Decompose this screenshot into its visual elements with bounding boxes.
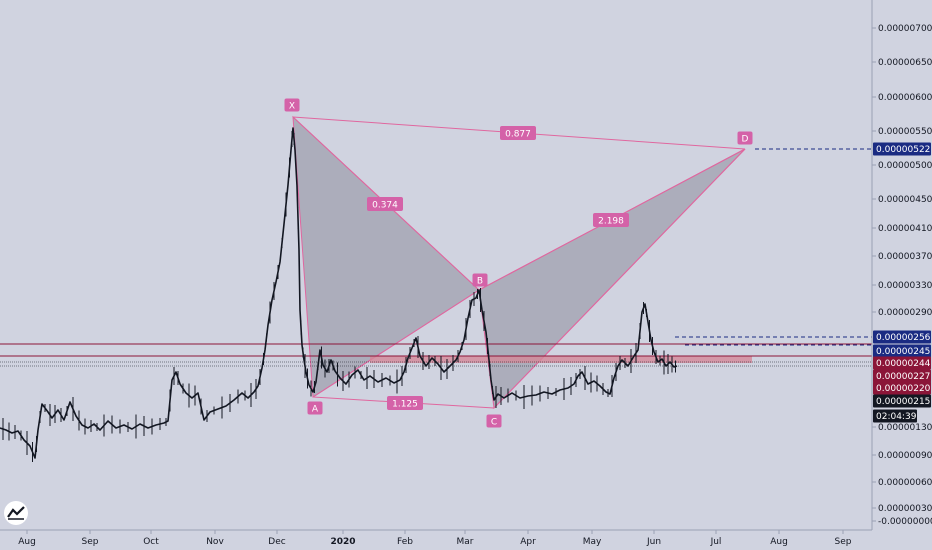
- price-badge-text: 0.00000215: [876, 397, 930, 407]
- price-badge-text: 0.00000227: [876, 372, 930, 382]
- price-series: [0, 127, 678, 462]
- y-tick-label: 0.00000090: [878, 451, 932, 461]
- y-tick-label: 0.00000410: [878, 224, 932, 234]
- x-tick-label: Nov: [206, 537, 224, 547]
- x-tick-label: Jun: [646, 537, 661, 547]
- pattern-point-d[interactable]: D: [737, 131, 753, 145]
- ratio-label-x-d[interactable]: 0.877: [500, 126, 536, 140]
- pattern-point-a[interactable]: A: [307, 401, 323, 415]
- x-tick-label: Apr: [520, 537, 536, 547]
- price-badge-text: 0.00000220: [876, 384, 931, 394]
- pattern-point-d-text: D: [742, 135, 749, 145]
- x-tick-label: Aug: [18, 537, 36, 547]
- x-tick-label: Jul: [710, 537, 722, 547]
- price-badge: 0.00000256: [873, 330, 931, 344]
- x-tick-label: Feb: [397, 537, 413, 547]
- x-tick-label: Sep: [82, 537, 99, 547]
- price-badge: 0.00000227: [873, 369, 931, 383]
- y-tick-label: 0.00000290: [878, 308, 932, 318]
- y-tick-label: 0.00000500: [878, 161, 932, 171]
- price-badge: 0.00000522: [873, 142, 931, 156]
- x-tick-label: Sep: [835, 537, 852, 547]
- pattern-point-b[interactable]: B: [472, 273, 488, 287]
- x-tick-label: 2020: [330, 537, 355, 547]
- x-tick-label: Aug: [770, 537, 788, 547]
- y-tick-label: 0.00000060: [878, 478, 932, 488]
- y-tick-label: 0.00000130: [878, 423, 932, 433]
- pattern-point-b-text: B: [477, 277, 483, 287]
- ratio-label-b-d-text: 2.198: [598, 217, 624, 227]
- y-tick-label: 0.00000370: [878, 252, 932, 262]
- price-badge-text: 02:04:39: [876, 412, 917, 422]
- x-tick-label: Dec: [268, 537, 285, 547]
- x-tick-label: Mar: [457, 537, 474, 547]
- pattern-point-a-text: A: [312, 405, 319, 415]
- y-tick-label: -0.00000000: [878, 517, 932, 527]
- pattern-point-c-text: C: [491, 418, 497, 428]
- price-badge: 0.00000244: [873, 356, 931, 370]
- ratio-label-x-b-text: 0.374: [372, 201, 398, 211]
- pattern-point-x-text: X: [289, 102, 295, 112]
- ratio-label-x-d-text: 0.877: [505, 130, 531, 140]
- price-badge: 0.00000220: [873, 381, 931, 395]
- price-badges: 0.00000522 0.00000256 0.00000245 0.00000244…: [873, 142, 931, 423]
- y-tick-label: 0.00000600: [878, 93, 932, 103]
- pattern-labels[interactable]: X A B C D 0.877 0.374 2.198 1.125: [284, 98, 753, 428]
- x-tick-label: Oct: [143, 537, 159, 547]
- resistance-zone[interactable]: [370, 356, 752, 363]
- ratio-label-a-c-text: 1.125: [392, 400, 418, 410]
- y-tick-label: 0.00000550: [878, 127, 932, 137]
- y-tick-label: 0.00000450: [878, 195, 932, 205]
- price-badge-text: 0.00000256: [876, 333, 931, 343]
- price-axis[interactable]: 0.00000700 0.00000650 0.00000600 0.00000550…: [872, 24, 932, 527]
- price-badge: 0.00000245: [873, 344, 931, 358]
- y-tick-label: 0.00000330: [878, 281, 932, 291]
- price-line: [0, 127, 678, 459]
- price-badge-text: 0.00000522: [876, 145, 930, 155]
- pattern-point-x[interactable]: X: [284, 98, 300, 112]
- ratio-label-a-c[interactable]: 1.125: [387, 396, 423, 410]
- ratio-label-b-d[interactable]: 2.198: [593, 213, 629, 227]
- price-badge-text: 0.00000245: [876, 347, 930, 357]
- price-badge-text: 0.00000244: [876, 359, 931, 369]
- pattern-point-c[interactable]: C: [486, 414, 502, 428]
- time-axis[interactable]: Aug Sep Oct Nov Dec 2020 Feb Mar Apr May Jun Jul Aug…: [18, 530, 852, 547]
- tradingview-logo[interactable]: [4, 501, 28, 525]
- ratio-label-x-b[interactable]: 0.374: [367, 197, 403, 211]
- price-badge: 0.00000215: [873, 394, 931, 408]
- x-tick-label: May: [583, 537, 602, 547]
- y-tick-label: 0.00000650: [878, 58, 932, 68]
- y-tick-label: 0.00000700: [878, 24, 932, 34]
- price-badge: 02:04:39: [873, 409, 917, 423]
- line-cd[interactable]: [493, 148, 746, 409]
- y-tick-label: 0.00000030: [878, 504, 932, 514]
